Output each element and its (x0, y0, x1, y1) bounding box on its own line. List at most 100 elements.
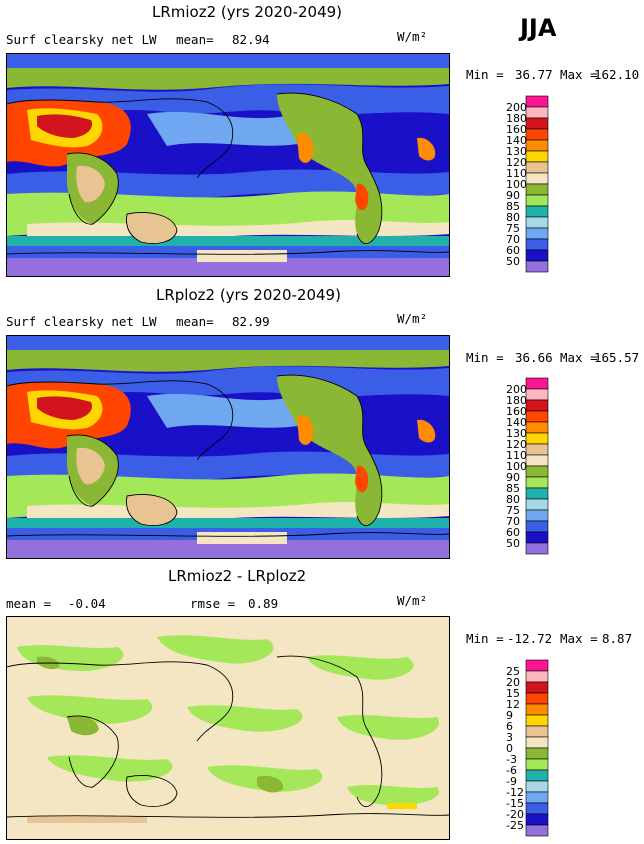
colorbar-tick-label: 100 (506, 178, 527, 191)
colorbar-tick-label: 85 (506, 200, 520, 213)
colorbar-tick-label: 110 (506, 449, 527, 462)
colorbar-tick-label: -15 (506, 797, 524, 810)
colorbar-tick-label: 70 (506, 233, 520, 246)
colorbar-tick-label: 6 (506, 720, 513, 733)
colorbar-swatch (525, 476, 549, 489)
colorbar-tick-label: 140 (506, 416, 527, 429)
panel-3-map (6, 616, 450, 840)
colorbar-swatch (525, 758, 549, 771)
panel-3-min-value: -12.72 (507, 631, 553, 646)
panel-1-units: W/m² (397, 29, 428, 44)
colorbar-swatch (525, 714, 549, 727)
colorbar-tick-label: 160 (506, 405, 527, 418)
colorbar-swatch (525, 791, 549, 804)
panel-3-rmse-value: 0.89 (248, 596, 279, 611)
panel-1-max-label: Max = (560, 67, 598, 82)
colorbar-swatch (525, 747, 549, 760)
colorbar-tick-label: -25 (506, 819, 524, 832)
panel-3-mean-label: mean = (6, 596, 52, 611)
panel-2-variable: Surf clearsky net LW (6, 314, 157, 329)
colorbar-swatch (525, 681, 549, 694)
panel-2-title: LRploz2 (yrs 2020-2049) (156, 286, 341, 304)
colorbar-swatch (525, 725, 549, 738)
colorbar-tick-label: 180 (506, 394, 527, 407)
colorbar-swatch (525, 216, 549, 229)
colorbar-tick-label: 0 (506, 742, 513, 755)
colorbar-swatch (525, 260, 549, 273)
colorbar-tick-label: 90 (506, 471, 520, 484)
colorbar-tick-label: 50 (506, 255, 520, 268)
colorbar-swatch (525, 824, 549, 837)
colorbar-tick-label: -6 (506, 764, 517, 777)
panel-1-colorbar: 200 180 160 140 130 120 110 100 90 85 80 75 70 60 50 (506, 95, 549, 273)
colorbar-swatch (525, 509, 549, 522)
colorbar-swatch (525, 769, 549, 782)
panel-2-map (6, 335, 450, 559)
colorbar-swatch (525, 95, 549, 108)
panel-2-colorbar: 200 180 160 140 130 120 110 100 90 85 80 75 70 60 50 (506, 377, 549, 555)
panel-3-max-label: Max = (560, 631, 598, 646)
colorbar-swatch (525, 205, 549, 218)
colorbar-tick-label: 120 (506, 156, 527, 169)
colorbar-tick-label: 200 (506, 383, 527, 396)
colorbar-tick-label: 80 (506, 211, 520, 224)
colorbar-swatch (525, 399, 549, 412)
panel-1-title: LRmioz2 (yrs 2020-2049) (152, 3, 343, 21)
colorbar-swatch (525, 520, 549, 533)
colorbar-tick-label: 130 (506, 145, 527, 158)
colorbar-swatch (525, 542, 549, 555)
colorbar-swatch (525, 454, 549, 467)
colorbar-swatch (525, 388, 549, 401)
colorbar-swatch (525, 531, 549, 544)
colorbar-tick-label: 60 (506, 244, 520, 257)
colorbar-swatch (525, 117, 549, 130)
colorbar-tick-label: 20 (506, 676, 520, 689)
colorbar-swatch (525, 780, 549, 793)
colorbar-swatch (525, 432, 549, 445)
colorbar-tick-label: 200 (506, 101, 527, 114)
panel-2-max-value: 165.57 (594, 350, 640, 365)
panel-2-mean-label: mean= (176, 314, 214, 329)
colorbar-swatch (525, 183, 549, 196)
colorbar-tick-label: 12 (506, 698, 520, 711)
colorbar-tick-label: 140 (506, 134, 527, 147)
colorbar-tick-label: 110 (506, 167, 527, 180)
colorbar-tick-label: 130 (506, 427, 527, 440)
colorbar-tick-label: 75 (506, 222, 520, 235)
panel-3-colorbar: 25 20 15 12 9 6 3 0 -3 -6 -9 -12 -15 -20 -25 (506, 659, 549, 837)
colorbar-swatch (525, 238, 549, 251)
colorbar-tick-label: 90 (506, 189, 520, 202)
colorbar-swatch (525, 692, 549, 705)
colorbar-swatch (525, 161, 549, 174)
panel-2-min-label: Min = (466, 350, 504, 365)
colorbar-swatch (525, 227, 549, 240)
panel-1-map (6, 53, 450, 277)
panel-2-min-value: 36.66 (515, 350, 553, 365)
colorbar-tick-label: 120 (506, 438, 527, 451)
panel-3-min-label: Min = (466, 631, 504, 646)
colorbar-tick-label: -3 (506, 753, 517, 766)
colorbar-swatch (525, 172, 549, 185)
colorbar-swatch (525, 703, 549, 716)
colorbar-swatch (525, 736, 549, 749)
panel-1-variable: Surf clearsky net LW (6, 32, 157, 47)
season-label: JJA (520, 14, 557, 42)
colorbar-swatch (525, 410, 549, 423)
colorbar-tick-label: 15 (506, 687, 520, 700)
panel-1-min-value: 36.77 (515, 67, 553, 82)
colorbar-tick-label: 85 (506, 482, 520, 495)
colorbar-swatch (525, 670, 549, 683)
panel-1-mean-label: mean= (176, 32, 214, 47)
colorbar-tick-label: 180 (506, 112, 527, 125)
colorbar-swatch (525, 813, 549, 826)
colorbar-swatch (525, 802, 549, 815)
colorbar-swatch (525, 106, 549, 119)
colorbar-tick-label: -12 (506, 786, 524, 799)
colorbar-tick-label: 75 (506, 504, 520, 517)
colorbar-swatch (525, 249, 549, 262)
colorbar-tick-label: 70 (506, 515, 520, 528)
colorbar-tick-label: 25 (506, 665, 520, 678)
colorbar-swatch (525, 659, 549, 672)
colorbar-swatch (525, 421, 549, 434)
panel-1-mean-value: 82.94 (232, 32, 270, 47)
